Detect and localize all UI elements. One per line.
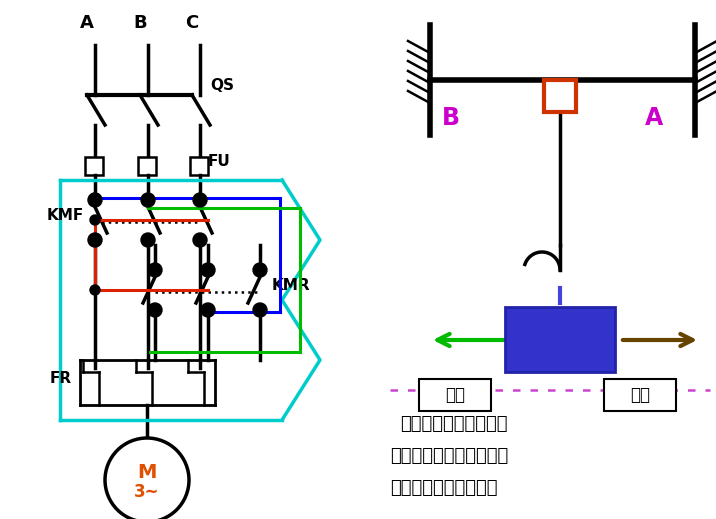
FancyBboxPatch shape xyxy=(190,157,208,175)
Circle shape xyxy=(90,193,100,203)
Text: QS: QS xyxy=(210,78,234,93)
FancyBboxPatch shape xyxy=(138,157,156,175)
Text: A: A xyxy=(645,106,663,130)
FancyBboxPatch shape xyxy=(505,307,615,372)
Circle shape xyxy=(90,215,100,225)
FancyBboxPatch shape xyxy=(419,379,491,411)
Circle shape xyxy=(90,285,100,295)
Circle shape xyxy=(88,233,102,247)
Text: 正程: 正程 xyxy=(630,386,650,404)
Text: A: A xyxy=(80,14,94,32)
Circle shape xyxy=(201,303,215,317)
Text: 正反转控制，只是在行程: 正反转控制，只是在行程 xyxy=(390,447,508,465)
Text: B: B xyxy=(133,14,147,32)
FancyBboxPatch shape xyxy=(544,80,576,112)
Circle shape xyxy=(105,438,189,519)
Text: C: C xyxy=(185,14,198,32)
Text: 3~: 3~ xyxy=(135,483,160,501)
Circle shape xyxy=(148,303,162,317)
Circle shape xyxy=(193,193,207,207)
Text: KMF: KMF xyxy=(47,208,84,223)
Text: KMR: KMR xyxy=(272,278,311,293)
Text: 行程控制实质为电机的: 行程控制实质为电机的 xyxy=(400,415,508,433)
Circle shape xyxy=(148,263,162,277)
Circle shape xyxy=(195,195,205,205)
Text: FU: FU xyxy=(208,154,231,169)
Circle shape xyxy=(201,263,215,277)
Circle shape xyxy=(143,195,153,205)
Circle shape xyxy=(193,233,207,247)
Text: 逆程: 逆程 xyxy=(445,386,465,404)
FancyBboxPatch shape xyxy=(604,379,676,411)
Text: M: M xyxy=(137,462,157,482)
Circle shape xyxy=(141,233,155,247)
FancyBboxPatch shape xyxy=(85,157,103,175)
Text: B: B xyxy=(442,106,460,130)
Text: 的终端要加限位开关。: 的终端要加限位开关。 xyxy=(390,479,498,497)
Circle shape xyxy=(253,263,267,277)
Circle shape xyxy=(141,193,155,207)
Circle shape xyxy=(88,193,102,207)
Text: FR: FR xyxy=(50,371,72,386)
Circle shape xyxy=(253,303,267,317)
